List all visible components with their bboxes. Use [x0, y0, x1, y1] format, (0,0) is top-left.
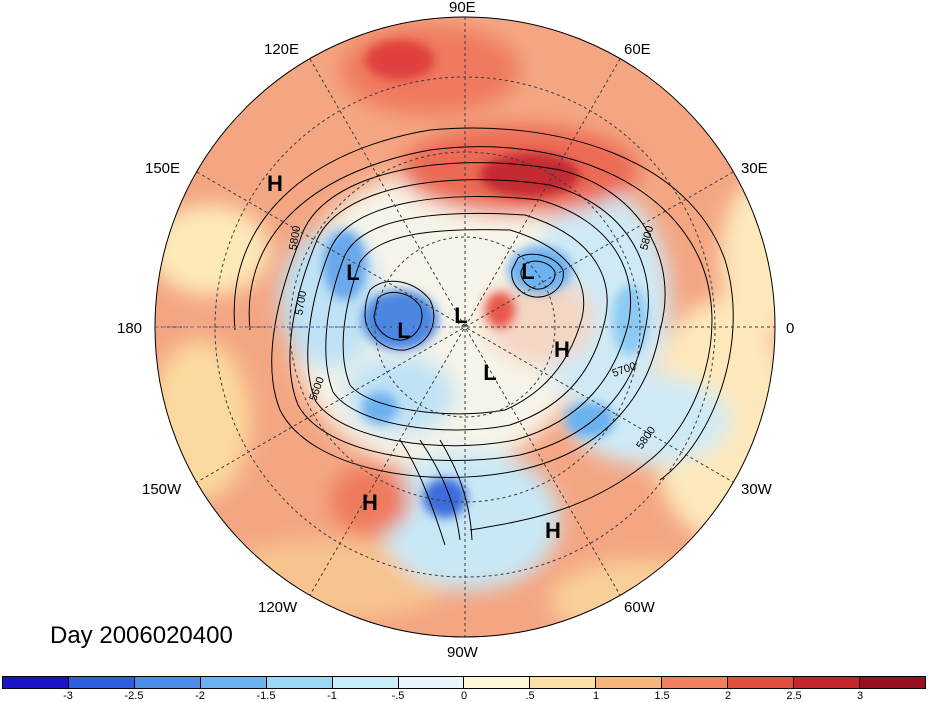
- colorbar-segment: [3, 677, 69, 688]
- colorbar: [2, 676, 926, 689]
- low-pressure-marker: L: [454, 303, 468, 328]
- low-pressure-marker: L: [483, 360, 497, 385]
- colorbar-tick-label: -1.5: [256, 690, 276, 702]
- colorbar-tick-label: 2: [724, 690, 732, 702]
- colorbar-segment: [596, 677, 663, 688]
- lon-label-90e: 90E: [449, 0, 476, 16]
- colorbar-tick-label: 1.5: [654, 690, 670, 702]
- colorbar-segment: [794, 677, 860, 688]
- colorbar-segment: [332, 677, 399, 688]
- high-pressure-marker: H: [267, 171, 283, 196]
- colorbar-tick-label: 2.5: [786, 690, 802, 702]
- height-contours: [233, 127, 734, 546]
- anomaly-field: [155, 17, 775, 637]
- colorbar-tick-label: 3: [856, 690, 864, 702]
- lon-label-30w: 30W: [741, 481, 772, 498]
- colorbar-tick-label: -.5: [391, 690, 405, 702]
- high-pressure-marker: H: [554, 337, 570, 362]
- polar-stereographic-map: [154, 16, 776, 638]
- lon-label-150w: 150W: [142, 481, 182, 498]
- graticule: [155, 17, 775, 637]
- lon-label-0: 0: [786, 320, 795, 337]
- colorbar-segment: [134, 677, 201, 688]
- high-pressure-marker: H: [362, 490, 378, 515]
- colorbar-tick-label: -3: [63, 690, 73, 702]
- colorbar-tick-label: 0: [460, 690, 468, 702]
- colorbar-tick-label: -2: [195, 690, 205, 702]
- map-boundary: [154, 16, 776, 638]
- colorbar-segment: [662, 677, 729, 688]
- colorbar-segment: [200, 677, 267, 688]
- colorbar-tick-label: -2.5: [124, 690, 144, 702]
- colorbar-segment: [398, 677, 465, 688]
- colorbar-tick-label: 1: [592, 690, 600, 702]
- lon-label-150e: 150E: [145, 160, 181, 177]
- low-pressure-marker: L: [346, 260, 360, 285]
- lon-label-120e: 120E: [264, 41, 300, 58]
- lon-label-120w: 120W: [258, 599, 298, 616]
- lon-label-60w: 60W: [624, 599, 655, 616]
- colorbar-segment: [859, 677, 925, 688]
- colorbar-segment: [728, 677, 795, 688]
- low-pressure-marker: L: [521, 259, 535, 284]
- colorbar-segment: [464, 677, 531, 688]
- colorbar-tick-label: .5: [525, 690, 535, 702]
- high-pressure-marker: H: [545, 518, 561, 543]
- colorbar-segment: [68, 677, 135, 688]
- date-title: Day 2006020400: [50, 622, 233, 649]
- low-pressure-marker: L: [397, 318, 411, 343]
- colorbar-segment: [530, 677, 597, 688]
- lon-label-180: 180: [117, 320, 143, 337]
- colorbar-segment: [266, 677, 333, 688]
- colorbar-tick-label: -1: [327, 690, 337, 702]
- lon-label-60e: 60E: [624, 41, 651, 58]
- lon-label-30e: 30E: [741, 160, 768, 177]
- lon-label-90w: 90W: [447, 644, 478, 661]
